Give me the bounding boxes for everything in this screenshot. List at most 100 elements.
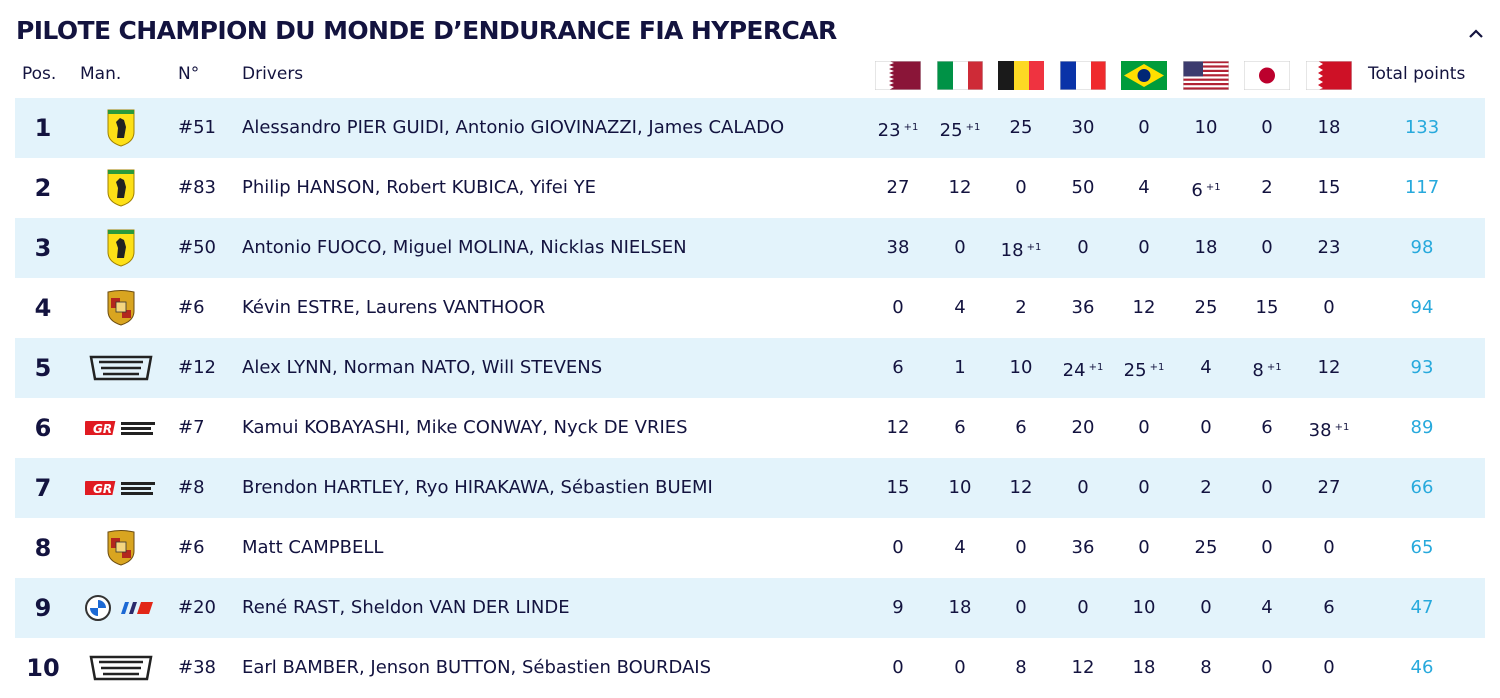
race-points: 2 [1200,477,1212,498]
header-man: Man. [80,64,122,84]
drivers: Alessandro PIER GUIDI, Antonio GIOVINAZZ… [242,117,785,138]
drivers: Brendon HARTLEY, Ryo HIRAKAWA, Sébastien… [242,477,713,498]
car-number: #6 [178,537,205,558]
drivers: Kamui KOBAYASHI, Mike CONWAY, Nyck DE VR… [242,417,688,438]
table-row: 1 #51 Alessandro PIER GUIDI, Antonio GIOVI… [15,98,1485,158]
race-points: 15 [886,477,910,498]
position: 9 [34,594,52,622]
collapse-button[interactable] [1466,24,1486,44]
cadillac-logo [89,655,153,681]
race-points: 18 [948,597,972,618]
points: 6 [1191,180,1203,201]
race-points: 0 [1138,417,1150,438]
flag-belgium [998,61,1044,90]
race-points: 8 +1 [1227,338,1307,398]
car-number: #51 [178,117,216,138]
flag-italy [937,61,983,90]
car-number: #7 [178,417,205,438]
position: 7 [34,474,52,502]
race-points: 12 [886,417,910,438]
position: 2 [34,174,52,202]
ferrari-logo [107,229,135,267]
race-points: 8 [1015,657,1027,678]
race-points: 12 [1009,477,1033,498]
porsche-logo [107,530,135,566]
table-row: 10 #38 Earl BAMBER, Jenson BUTTON, Sébasti… [15,638,1485,698]
drivers: Alex LYNN, Norman NATO, Will STEVENS [242,357,603,378]
race-points: 38 +1 [1289,398,1369,458]
flag-france [1060,61,1106,90]
race-points: 10 [1194,117,1218,138]
position: 5 [34,354,52,382]
race-points: 6 [1015,417,1027,438]
bonus-point: +1 [1266,362,1282,373]
car-number: #8 [178,477,205,498]
position: 4 [34,294,52,322]
race-points: 0 [1261,477,1273,498]
cadillac-logo [89,355,153,381]
ferrari-logo [107,169,135,207]
bonus-point: +1 [1026,242,1042,253]
toyota-gr-logo: GR [85,421,155,436]
race-points: 0 [1077,237,1089,258]
race-points: 9 [892,597,904,618]
race-points: 0 [1138,477,1150,498]
manufacturer-logo [81,346,161,390]
points: 18 [1000,240,1024,261]
race-points: 0 [1200,417,1212,438]
race-points: 23 [1317,237,1341,258]
race-points: 25 [1194,537,1218,558]
header-total: Total points [1368,64,1466,84]
race-points: 0 [1261,537,1273,558]
race-points: 25 [1194,297,1218,318]
position: 8 [34,534,52,562]
manufacturer-logo [81,286,161,330]
race-points: 1 [954,357,966,378]
table-row: 4 #6 Kévin ESTRE, Laurens VANTHOOR 0 4 2 36 12 2… [15,278,1485,338]
race-points: 8 [1200,657,1212,678]
svg-text:GR: GR [93,482,112,496]
race-points: 18 +1 [981,218,1061,278]
position: 10 [26,654,60,682]
race-points: 10 [1132,597,1156,618]
points: 24 [1062,360,1086,381]
points: 8 [1252,360,1264,381]
header-pos: Pos. [22,64,57,84]
car-number: #20 [178,597,216,618]
total-points: 89 [1410,417,1434,438]
bonus-point: +1 [1334,422,1350,433]
toyota-gr-logo: GR [85,481,155,496]
race-points: 12 [1071,657,1095,678]
car-number: #38 [178,657,216,678]
total-points: 46 [1410,657,1434,678]
flag-qatar [875,61,921,90]
race-points: 0 [1261,237,1273,258]
flag-brazil [1121,61,1167,90]
race-points: 2 [1261,177,1273,198]
drivers: Antonio FUOCO, Miguel MOLINA, Nicklas NI… [242,237,687,258]
total-points: 66 [1410,477,1434,498]
race-points: 0 [1200,597,1212,618]
points: 25 [939,120,963,141]
flag-japan [1244,61,1290,90]
race-points: 30 [1071,117,1095,138]
race-points: 20 [1071,417,1095,438]
drivers: Earl BAMBER, Jenson BUTTON, Sébastien BO… [242,657,712,678]
race-points: 0 [1323,657,1335,678]
table-row: 3 #50 Antonio FUOCO, Miguel MOLINA, Nickla… [15,218,1485,278]
race-points: 36 [1071,537,1095,558]
race-points: 0 [892,657,904,678]
race-points: 4 [1261,597,1273,618]
position: 1 [34,114,52,142]
table-row: 6 GR #7 Kamui KOBAYASHI, Mike CONWAY, Nyck … [15,398,1485,458]
points: 23 [877,120,901,141]
race-points: 10 [1009,357,1033,378]
race-points: 18 [1132,657,1156,678]
race-points: 4 [1138,177,1150,198]
race-points: 23 +1 [858,98,938,158]
points: 38 [1308,420,1332,441]
manufacturer-logo [81,226,161,270]
total-points: 133 [1404,117,1440,138]
race-points: 0 [1138,117,1150,138]
